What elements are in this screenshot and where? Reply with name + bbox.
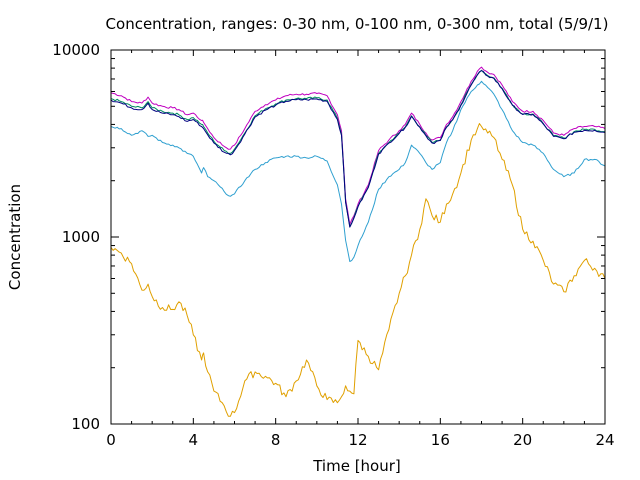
x-tick-label: 24 xyxy=(595,431,614,449)
chart-title: Concentration, ranges: 0-30 nm, 0-100 nm… xyxy=(106,15,609,33)
x-tick-label: 16 xyxy=(431,431,450,449)
x-tick-label: 12 xyxy=(348,431,367,449)
y-axis-label: Concentration xyxy=(6,184,24,290)
series-line-5 xyxy=(110,123,606,417)
y-tick-label: 100 xyxy=(71,415,100,433)
x-tick-label: 20 xyxy=(513,431,532,449)
y-tick-label: 1000 xyxy=(62,228,100,246)
y-tick-label: 10000 xyxy=(52,41,100,59)
x-tick-label: 4 xyxy=(189,431,199,449)
x-axis-label: Time [hour] xyxy=(312,457,401,475)
series-layer xyxy=(110,66,606,417)
y-axis-ticks: 100 1000 10000 xyxy=(52,41,605,433)
x-axis-ticks: 0 4 8 12 16 20 24 xyxy=(106,50,615,449)
series-line-1 xyxy=(110,66,606,225)
series-line-3 xyxy=(110,70,606,228)
x-tick-label: 8 xyxy=(271,431,281,449)
plot-frame xyxy=(110,49,606,425)
x-tick-label: 0 xyxy=(106,431,116,449)
series-line-4 xyxy=(110,80,606,262)
